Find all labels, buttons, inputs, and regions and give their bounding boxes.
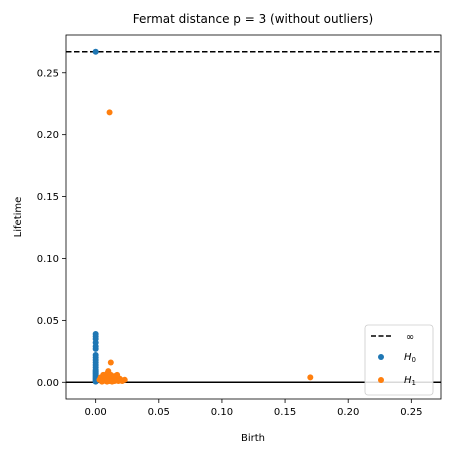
x-axis: 0.00 0.05 0.10 0.15 0.20 0.25 [85, 399, 422, 418]
x-tick-label: 0.25 [400, 407, 422, 418]
point-h1 [121, 376, 128, 383]
point-h0 [92, 48, 99, 55]
legend-h0-swatch [378, 354, 384, 360]
point-h1 [106, 109, 113, 116]
point-h1 [104, 378, 111, 385]
x-tick-label: 0.15 [274, 407, 296, 418]
y-axis: 0.00 0.05 0.10 0.15 0.20 0.25 [37, 68, 66, 389]
x-axis-label: Birth [241, 433, 265, 444]
x-tick-label: 0.00 [85, 407, 107, 418]
y-tick-label: 0.05 [37, 316, 59, 327]
point-h1 [107, 359, 114, 366]
x-tick-label: 0.05 [148, 407, 170, 418]
y-tick-label: 0.20 [37, 130, 59, 141]
point-h1 [307, 374, 314, 381]
point-h0 [92, 345, 99, 352]
y-axis-label: Lifetime [13, 197, 24, 238]
y-tick-label: 0.00 [37, 378, 59, 389]
legend-h1-swatch [378, 377, 384, 383]
legend: ∞ H0 H1 [364, 324, 434, 396]
y-tick-label: 0.10 [37, 254, 59, 265]
chart-title: Fermat distance p = 3 (without outliers) [133, 12, 374, 26]
data-points [92, 48, 314, 385]
x-tick-label: 0.20 [337, 407, 359, 418]
legend-infinity-label: ∞ [406, 332, 414, 343]
point-h1 [98, 378, 105, 385]
legend-h1-label: H1 [404, 375, 416, 387]
y-tick-label: 0.15 [37, 192, 59, 203]
y-tick-label: 0.25 [37, 68, 59, 79]
legend-h0-label: H0 [404, 352, 416, 364]
point-h1 [109, 378, 116, 385]
x-tick-label: 0.10 [211, 407, 233, 418]
